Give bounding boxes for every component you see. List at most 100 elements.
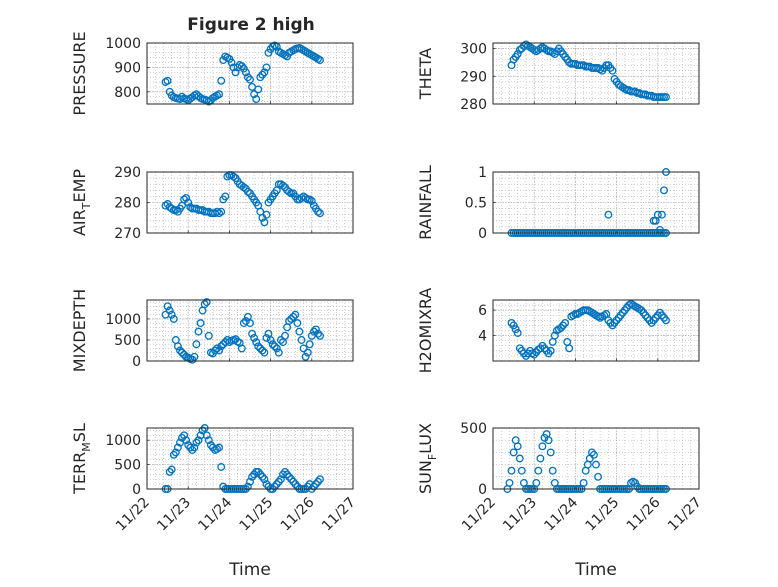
data-point	[171, 448, 180, 457]
data-point	[256, 344, 265, 353]
data-point	[285, 187, 294, 196]
axes-box	[492, 42, 700, 105]
axes-box	[146, 171, 354, 234]
data-point	[241, 68, 250, 77]
data-point	[513, 442, 522, 451]
data-point	[167, 465, 176, 474]
y-tick-label: 500	[460, 421, 487, 437]
data-point	[587, 448, 596, 457]
y-tick-label: 280	[460, 97, 487, 113]
y-axis-label-subscript: T	[80, 202, 93, 210]
data-point	[190, 443, 199, 452]
y-tick-label: 500	[114, 458, 141, 474]
data-point	[604, 210, 613, 219]
data-point	[311, 480, 320, 489]
data-point	[250, 90, 259, 99]
y-axis-label: TERRMSL	[70, 423, 93, 495]
data-point	[206, 441, 215, 450]
x-tick-label: 11/27	[665, 495, 705, 535]
figure-title: Figure 2 high	[187, 15, 315, 35]
data-point	[252, 338, 261, 347]
subplot-7: 0 500 1000 TERRMSL 11/22 11/23 11/24 11/25 11/26…	[70, 423, 359, 580]
data-point	[256, 470, 265, 479]
y-axis-label: THETA	[416, 48, 435, 100]
data-point	[239, 183, 248, 192]
subplot-1: 800 900 1000 PRESSURE	[70, 31, 354, 116]
x-tick-label: 11/22	[459, 495, 499, 535]
y-axis-label-part: LUX	[416, 423, 435, 454]
data-point	[301, 352, 310, 361]
data-point	[307, 197, 316, 205]
data-point	[291, 310, 300, 319]
data-point	[192, 438, 201, 447]
data-point	[561, 318, 570, 327]
data-point	[309, 327, 318, 336]
data-point	[276, 336, 285, 344]
data-point	[316, 475, 324, 484]
data-point	[311, 325, 320, 334]
data-point	[608, 66, 617, 75]
x-tick-label: 11/22	[113, 495, 153, 535]
data-point	[198, 426, 207, 435]
x-tick-label: 11/23	[500, 495, 540, 535]
data-point	[316, 56, 324, 65]
x-tick-label: 11/24	[541, 494, 581, 534]
data-point	[532, 478, 541, 487]
data-point	[293, 319, 302, 328]
data-point	[289, 477, 298, 486]
x-tick-label: 11/25	[583, 495, 623, 535]
data-point	[285, 317, 294, 325]
y-tick-label: 4	[478, 329, 487, 345]
data-point	[167, 204, 176, 213]
axes-box	[492, 171, 700, 234]
data-point	[538, 442, 547, 451]
data-point	[260, 218, 269, 227]
y-axis-label: PRESSURE	[70, 31, 89, 115]
data-point	[534, 466, 543, 475]
subplot-5: 0 500 1000 MIXDEPTH	[70, 289, 354, 372]
data-point	[274, 348, 283, 357]
data-point	[511, 325, 520, 334]
x-axis-label: Time	[574, 560, 617, 580]
data-point	[252, 95, 261, 104]
data-point	[217, 76, 226, 85]
y-tick-label: 0	[478, 226, 487, 242]
x-tick-label: 11/23	[154, 495, 194, 535]
data-point	[173, 342, 182, 351]
data-point	[536, 454, 545, 463]
data-point	[221, 192, 230, 201]
data-point	[227, 58, 236, 67]
y-tick-label: 270	[114, 226, 141, 242]
y-axis-label: RAINFALL	[416, 165, 435, 240]
data-point	[194, 436, 203, 445]
data-point	[250, 333, 259, 342]
data-series	[161, 41, 324, 106]
y-axis-label-part: EMP	[70, 169, 89, 203]
axes-box	[146, 427, 354, 490]
data-point	[200, 300, 209, 309]
data-point	[180, 431, 189, 440]
axes-box	[492, 427, 700, 490]
data-point	[287, 314, 296, 323]
data-point	[167, 310, 176, 319]
data-point	[270, 342, 279, 351]
data-point	[662, 316, 670, 325]
data-point	[662, 93, 670, 102]
data-series	[507, 299, 670, 360]
data-point	[243, 187, 252, 196]
data-point	[165, 467, 174, 476]
data-point	[178, 348, 186, 357]
y-tick-label: 1	[478, 165, 487, 181]
data-point	[305, 195, 314, 204]
subplot-8: 0 500 SUNFLUX 11/22 11/23 11/24 11/25 11/26 11/2…	[416, 421, 705, 580]
data-point	[215, 209, 224, 218]
data-point	[243, 482, 252, 491]
data-point	[215, 443, 224, 452]
axes-box	[146, 299, 354, 362]
data-point	[513, 329, 522, 337]
data-point	[217, 207, 226, 216]
data-point	[246, 75, 254, 84]
y-axis-label: H2OMIXRA	[416, 288, 435, 374]
data-point	[237, 62, 246, 71]
